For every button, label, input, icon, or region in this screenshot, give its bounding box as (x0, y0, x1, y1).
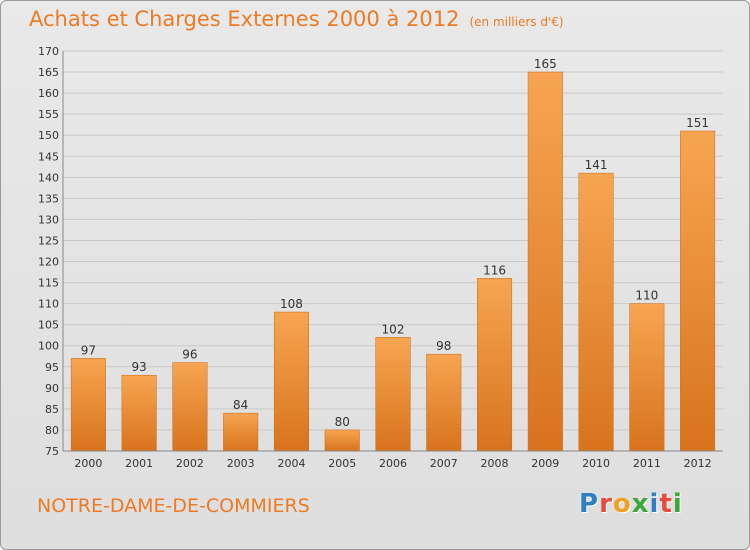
data-label: 98 (436, 339, 451, 353)
x-tick-label: 2009 (531, 457, 559, 470)
bar (578, 172, 614, 452)
x-tick-label: 2004 (277, 457, 305, 470)
y-tick-label: 165 (38, 66, 59, 79)
y-tick-label: 160 (38, 87, 59, 100)
chart-subtitle: (en milliers d'€) (469, 15, 564, 29)
data-label: 97 (81, 343, 96, 357)
data-labels: 97 93 96 84 108 80 102 98 116 165 141 110 151 (81, 57, 709, 429)
logo-letter: x (631, 489, 650, 519)
y-tick-label: 135 (38, 192, 59, 205)
bar (680, 130, 716, 452)
x-tick-label: 2008 (481, 457, 509, 470)
y-tick-label: 95 (45, 361, 59, 374)
x-tick-label: 2011 (633, 457, 661, 470)
logo-letter: o (612, 489, 632, 519)
bar (426, 353, 462, 452)
logo-letter: i (672, 489, 683, 519)
chart-title: Achats et Charges Externes 2000 à 2012 (e… (29, 7, 564, 31)
y-tick-label: 120 (38, 256, 59, 269)
data-label: 84 (233, 398, 248, 412)
y-tick-label: 150 (38, 129, 59, 142)
x-tick-label: 2002 (176, 457, 204, 470)
y-tick-label: 110 (38, 298, 59, 311)
x-tick-label: 2005 (328, 457, 356, 470)
bar (375, 337, 411, 452)
y-tick-label: 80 (45, 424, 59, 437)
y-tick-label: 170 (38, 45, 59, 58)
bar (527, 71, 563, 452)
bar (172, 362, 208, 452)
x-tick-label: 2006 (379, 457, 407, 470)
logo-letter: r (599, 489, 613, 519)
logo-letter: i (649, 489, 660, 519)
x-tick-label: 2000 (74, 457, 102, 470)
bar (273, 311, 309, 452)
chart-title-text: Achats et Charges Externes 2000 à 2012 (29, 7, 460, 31)
data-label: 108 (280, 297, 303, 311)
y-tick-label: 140 (38, 171, 59, 184)
data-label: 102 (382, 322, 405, 336)
y-axis-ticks: 75 80 85 90 95 100 105 110 115 120 125 130 135 140 145… (38, 45, 59, 458)
x-tick-label: 2003 (227, 457, 255, 470)
y-tick-label: 130 (38, 213, 59, 226)
x-tick-label: 2012 (684, 457, 712, 470)
data-label: 116 (483, 263, 506, 277)
bar (477, 278, 513, 452)
logo-letter: P (579, 489, 600, 519)
data-label: 141 (585, 158, 608, 172)
logo-letter: t (659, 489, 673, 519)
y-tick-label: 75 (45, 445, 59, 458)
x-tick-label: 2007 (430, 457, 458, 470)
y-tick-label: 100 (38, 340, 59, 353)
x-tick-label: 2010 (582, 457, 610, 470)
data-label: 110 (635, 289, 658, 303)
y-tick-label: 90 (45, 382, 59, 395)
data-label: 165 (534, 57, 557, 71)
data-label: 80 (335, 415, 350, 429)
y-tick-label: 145 (38, 150, 59, 163)
proxiti-logo: Proxiti (579, 489, 683, 519)
y-tick-label: 155 (38, 108, 59, 121)
x-tick-label: 2001 (125, 457, 153, 470)
y-tick-label: 115 (38, 277, 59, 290)
y-tick-label: 85 (45, 403, 59, 416)
bars (70, 71, 716, 452)
bar (629, 303, 665, 452)
y-tick-label: 105 (38, 319, 59, 332)
axes (62, 51, 723, 452)
x-axis-ticks: 2000 2001 2002 2003 2004 2005 2006 2007 2008 2009… (74, 457, 711, 470)
commune-name: NOTRE-DAME-DE-COMMIERS (37, 495, 310, 517)
bar (121, 374, 157, 452)
bar (70, 358, 106, 452)
data-label: 93 (132, 360, 147, 374)
bar (223, 412, 259, 452)
data-label: 96 (182, 348, 197, 362)
bar (324, 429, 360, 452)
data-label: 151 (686, 116, 709, 130)
y-tick-label: 125 (38, 234, 59, 247)
